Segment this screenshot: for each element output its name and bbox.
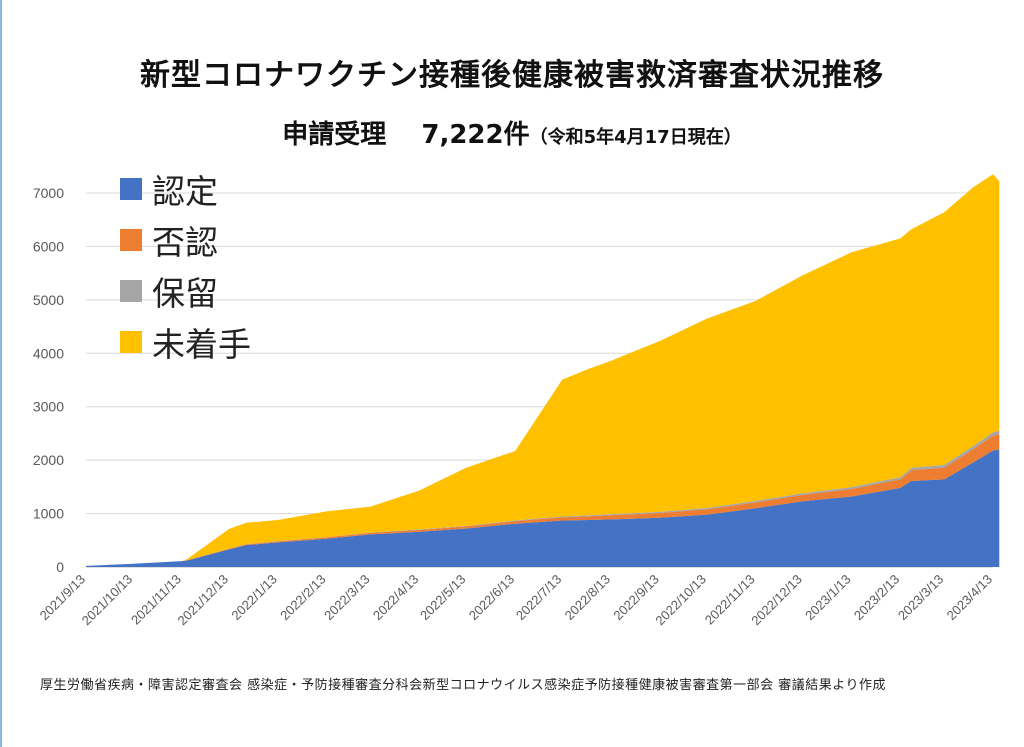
x-tick-label: 2022/6/13 bbox=[466, 572, 518, 624]
x-tick-label: 2022/10/13 bbox=[652, 572, 709, 629]
chart-legend: 認定 否認 保留 未着手 bbox=[120, 163, 251, 367]
y-tick-label: 3000 bbox=[33, 399, 64, 415]
legend-label-unprocessed: 未着手 bbox=[152, 324, 251, 364]
legend-swatch-unprocessed bbox=[120, 330, 142, 353]
x-tick-label: 2023/2/13 bbox=[851, 572, 903, 624]
x-tick-label: 2022/12/13 bbox=[748, 572, 805, 629]
x-tick-label: 2022/5/13 bbox=[417, 572, 469, 624]
x-axis-ticks: 2021/9/132021/10/132021/11/132021/12/132… bbox=[37, 572, 996, 629]
y-tick-label: 5000 bbox=[33, 292, 64, 308]
legend-item-denied: 否認 bbox=[120, 214, 251, 265]
x-tick-label: 2023/4/13 bbox=[944, 572, 996, 624]
chart-subtitle: 申請受理 7,222件（令和5年4月17日現在） bbox=[0, 114, 1024, 151]
x-tick-label: 2022/2/13 bbox=[277, 572, 329, 624]
legend-label-denied: 否認 bbox=[152, 222, 218, 262]
area-series-認定 bbox=[86, 449, 1000, 567]
legend-swatch-denied bbox=[120, 228, 142, 251]
y-tick-label: 6000 bbox=[33, 238, 64, 254]
y-tick-label: 0 bbox=[56, 559, 64, 575]
x-tick-label: 2023/3/13 bbox=[895, 572, 947, 624]
legend-item-approved: 認定 bbox=[120, 163, 251, 214]
x-tick-label: 2022/4/13 bbox=[370, 572, 422, 624]
x-tick-label: 2022/8/13 bbox=[562, 572, 614, 624]
x-tick-label: 2021/10/13 bbox=[79, 572, 136, 629]
x-tick-label: 2022/3/13 bbox=[321, 572, 373, 624]
legend-item-unprocessed: 未着手 bbox=[120, 316, 251, 367]
area-series-未着手 bbox=[86, 174, 1000, 566]
subtitle-note: （令和5年4月17日現在） bbox=[529, 127, 742, 148]
legend-item-pending: 保留 bbox=[120, 265, 251, 316]
x-tick-label: 2022/7/13 bbox=[513, 572, 565, 624]
x-tick-label: 2022/1/13 bbox=[228, 572, 280, 624]
page-edge-line bbox=[0, 0, 2, 747]
y-tick-label: 2000 bbox=[33, 452, 64, 468]
y-tick-label: 7000 bbox=[33, 185, 64, 201]
chart-title: 新型コロナワクチン接種後健康被害救済審査状況推移 bbox=[140, 58, 884, 93]
legend-label-pending: 保留 bbox=[152, 273, 218, 313]
stacked-areas bbox=[86, 174, 1000, 567]
legend-swatch-pending bbox=[120, 279, 142, 302]
legend-label-approved: 認定 bbox=[152, 171, 218, 211]
subtitle-main: 申請受理 7,222件 bbox=[282, 120, 530, 150]
legend-swatch-approved bbox=[120, 177, 142, 200]
y-tick-label: 1000 bbox=[33, 506, 64, 522]
y-tick-label: 4000 bbox=[33, 345, 64, 361]
y-axis-ticks: 0 1000 2000 3000 4000 5000 6000 7000 bbox=[33, 185, 64, 575]
source-footnote: 厚生労働省疾病・障害認定審査会 感染症・予防接種審査分科会新型コロナウイルス感染… bbox=[40, 678, 887, 693]
x-tick-label: 2021/12/13 bbox=[175, 572, 232, 629]
x-tick-label: 2023/1/13 bbox=[802, 572, 854, 624]
